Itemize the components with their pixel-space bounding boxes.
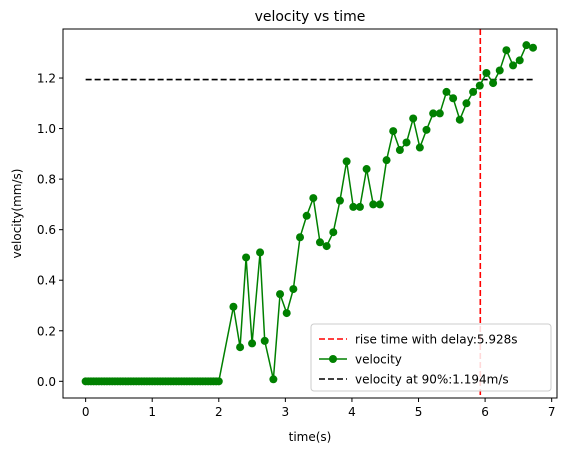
chart-title: velocity vs time xyxy=(255,9,366,25)
x-tick-label: 6 xyxy=(481,405,489,419)
data-point xyxy=(269,375,278,384)
data-point xyxy=(449,94,458,103)
y-tick-label: 0.4 xyxy=(37,274,56,288)
x-tick-label: 3 xyxy=(282,405,290,419)
plot-frame xyxy=(62,28,558,399)
data-point xyxy=(375,200,384,209)
y-axis-label: velocity(mm/s) xyxy=(10,169,24,259)
data-point xyxy=(369,200,378,209)
data-point xyxy=(415,143,424,152)
y-tick-label: 1.2 xyxy=(37,72,56,86)
x-tick-label: 7 xyxy=(548,405,556,419)
data-point xyxy=(529,43,538,52)
data-point xyxy=(495,66,504,75)
data-point xyxy=(509,61,518,70)
data-point xyxy=(402,138,411,147)
data-point xyxy=(502,46,511,55)
data-point xyxy=(236,343,245,352)
legend-box xyxy=(310,323,552,392)
data-point xyxy=(342,157,351,166)
plot-area xyxy=(81,29,538,398)
y-tick-label: 0.6 xyxy=(37,223,56,237)
data-point xyxy=(429,109,438,118)
data-point xyxy=(214,377,223,386)
data-point xyxy=(442,87,451,96)
data-point xyxy=(515,56,524,65)
data-point xyxy=(362,165,371,174)
legend-label: velocity xyxy=(355,353,402,367)
legend-label: rise time with delay:5.928s xyxy=(355,333,517,347)
data-point xyxy=(455,115,464,124)
data-point xyxy=(489,79,498,88)
data-point xyxy=(409,114,418,123)
data-point xyxy=(389,127,398,136)
data-point xyxy=(256,248,265,257)
data-point xyxy=(422,125,431,134)
data-point xyxy=(260,336,269,345)
data-point xyxy=(242,253,251,262)
data-point xyxy=(382,156,391,165)
x-tick-label: 5 xyxy=(415,405,423,419)
data-point xyxy=(522,41,531,50)
x-tick-label: 4 xyxy=(348,405,356,419)
y-tick-label: 0.0 xyxy=(37,375,56,389)
y-tick-label: 0.8 xyxy=(37,173,56,187)
axes: 0 1 2 3 4 5 6 7 0.0 0.2 0.4 0.6 0.8 1.0 1.2 xyxy=(37,28,558,419)
legend: rise time with delay:5.928s velocity veloc… xyxy=(310,323,552,392)
data-point xyxy=(302,211,311,220)
data-point xyxy=(248,339,257,348)
x-tick-label: 0 xyxy=(82,405,90,419)
data-point xyxy=(355,202,364,211)
plot-contents xyxy=(81,29,538,398)
data-point xyxy=(329,228,338,237)
data-point xyxy=(469,87,478,96)
data-point xyxy=(289,285,298,294)
data-point xyxy=(475,81,484,90)
data-point xyxy=(296,233,305,242)
legend-marker xyxy=(329,355,337,363)
x-tick-label: 1 xyxy=(148,405,156,419)
data-point xyxy=(322,242,331,251)
data-point xyxy=(349,202,358,211)
y-tick-label: 0.2 xyxy=(37,324,56,338)
data-point xyxy=(276,290,285,299)
data-point xyxy=(335,196,344,205)
data-point xyxy=(282,309,291,318)
data-point xyxy=(229,302,238,311)
legend-label: velocity at 90%:1.194m/s xyxy=(355,373,509,387)
data-point xyxy=(309,194,318,203)
data-point xyxy=(482,68,491,77)
y-tick-label: 1.0 xyxy=(37,122,56,136)
data-point xyxy=(462,99,471,108)
data-point xyxy=(315,238,324,247)
data-point xyxy=(435,109,444,118)
x-tick-label: 2 xyxy=(215,405,223,419)
x-axis-label: time(s) xyxy=(289,430,332,444)
data-point xyxy=(395,146,404,155)
